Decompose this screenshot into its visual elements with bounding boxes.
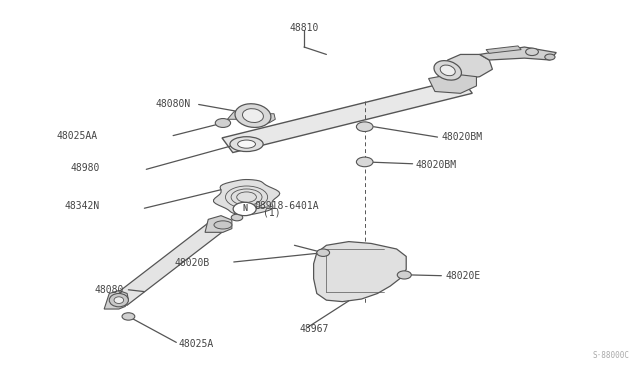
Polygon shape: [104, 291, 129, 309]
Text: 48025A: 48025A: [178, 339, 214, 349]
Polygon shape: [261, 114, 275, 123]
Ellipse shape: [434, 61, 461, 80]
Ellipse shape: [243, 109, 264, 122]
Text: 48020B: 48020B: [175, 258, 210, 268]
Text: 48020E: 48020E: [446, 271, 481, 281]
Text: S·88000C: S·88000C: [593, 351, 630, 360]
Circle shape: [525, 48, 538, 55]
Circle shape: [356, 122, 373, 132]
Ellipse shape: [440, 65, 455, 76]
Circle shape: [317, 249, 330, 256]
Ellipse shape: [109, 294, 129, 307]
Ellipse shape: [230, 137, 263, 151]
Text: N: N: [242, 205, 247, 214]
Circle shape: [233, 202, 256, 216]
Ellipse shape: [237, 140, 255, 148]
Text: 48810: 48810: [289, 23, 319, 33]
Ellipse shape: [114, 297, 124, 304]
Text: 48080N: 48080N: [156, 99, 191, 109]
Polygon shape: [222, 78, 472, 153]
Text: 48025AA: 48025AA: [56, 131, 98, 141]
Circle shape: [397, 271, 412, 279]
Ellipse shape: [214, 221, 232, 229]
Ellipse shape: [235, 104, 271, 128]
Circle shape: [356, 157, 373, 167]
Text: 48967: 48967: [300, 324, 329, 334]
Text: 48020BM: 48020BM: [442, 132, 483, 142]
Circle shape: [215, 119, 230, 128]
Circle shape: [545, 54, 555, 60]
Text: (1): (1): [262, 208, 280, 218]
Text: 48342N: 48342N: [65, 201, 100, 211]
Text: 48080: 48080: [95, 285, 124, 295]
Text: 48980: 48980: [70, 163, 100, 173]
Circle shape: [231, 214, 243, 221]
Polygon shape: [429, 75, 476, 93]
Polygon shape: [479, 47, 556, 60]
Text: 48020BM: 48020BM: [416, 160, 457, 170]
Polygon shape: [314, 241, 406, 302]
Polygon shape: [205, 216, 232, 232]
Text: 08918-6401A: 08918-6401A: [255, 201, 319, 211]
Polygon shape: [486, 46, 521, 53]
Polygon shape: [111, 219, 229, 305]
Polygon shape: [214, 180, 280, 215]
Polygon shape: [438, 54, 492, 79]
Polygon shape: [227, 110, 244, 119]
Circle shape: [122, 313, 135, 320]
